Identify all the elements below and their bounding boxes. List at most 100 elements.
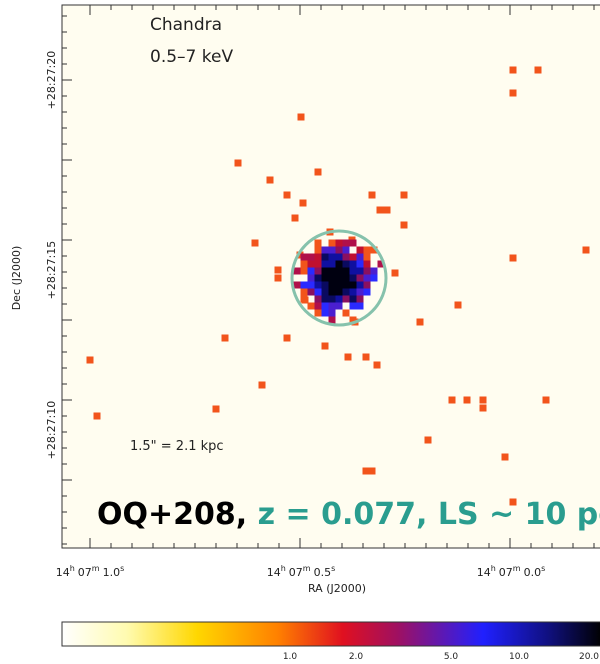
instrument: Chandra — [150, 15, 222, 35]
pixel — [343, 296, 350, 303]
pixel — [322, 247, 329, 254]
pixel — [329, 317, 336, 324]
pixel — [350, 275, 357, 282]
pixel — [315, 247, 322, 254]
pixel — [213, 406, 220, 413]
figure: Chandra 0.5–7 keV 1.5" = 2.1 kpc OQ+208,… — [0, 0, 600, 664]
band: 0.5–7 keV — [150, 47, 233, 67]
pixel — [301, 289, 308, 296]
pixel — [301, 254, 308, 261]
pixel — [284, 192, 291, 199]
pixel — [322, 289, 329, 296]
pixel — [301, 282, 308, 289]
pixel — [301, 268, 308, 275]
pixel — [329, 275, 336, 282]
y-tick-label: +28:27:20 — [45, 51, 58, 110]
page: Chandra 0.5–7 keV 1.5" = 2.1 kpc OQ+208,… — [0, 0, 600, 664]
pixel — [322, 268, 329, 275]
pixel — [329, 289, 336, 296]
pixel — [87, 357, 94, 364]
pixel — [308, 268, 315, 275]
pixel — [357, 282, 364, 289]
pixel — [371, 275, 378, 282]
pixel — [308, 275, 315, 282]
pixel — [329, 282, 336, 289]
colorbar-label: 2.0 — [349, 652, 364, 662]
pixel — [350, 296, 357, 303]
x-tick-part: s — [541, 564, 545, 573]
pixel — [94, 413, 101, 420]
pixel — [301, 261, 308, 268]
pixel — [329, 240, 336, 247]
pixel — [336, 268, 343, 275]
pixel — [308, 254, 315, 261]
x-tick-label: 14h07m1.0s — [56, 564, 125, 579]
pixel — [535, 67, 542, 74]
pixel — [357, 296, 364, 303]
pixel — [329, 261, 336, 268]
pixel — [364, 261, 371, 268]
x-axis-label: RA (J2000) — [308, 582, 366, 595]
x-tick-part: 0.5 — [314, 566, 332, 579]
x-tick-label: 14h07m0.5s — [267, 564, 336, 579]
x-tick-part: m — [92, 564, 100, 573]
pixel — [336, 289, 343, 296]
pixel — [315, 296, 322, 303]
pixel — [315, 261, 322, 268]
pixel — [275, 267, 282, 274]
pixel — [343, 254, 350, 261]
pixel — [364, 254, 371, 261]
pixel — [294, 268, 301, 275]
pixel — [336, 240, 343, 247]
x-tick-part: m — [303, 564, 311, 573]
pixel — [222, 335, 229, 342]
x-tick-part: s — [120, 564, 124, 573]
y-tick-label: +28:27:15 — [45, 241, 58, 300]
x-tick-part: 07 — [499, 566, 513, 579]
pixel — [343, 275, 350, 282]
x-tick-part: h — [70, 564, 75, 573]
pixel — [350, 303, 357, 310]
pixel — [510, 255, 517, 262]
pixel — [371, 268, 378, 275]
scale-note: 1.5" = 2.1 kpc — [130, 439, 224, 454]
pixel — [350, 282, 357, 289]
pixel — [350, 289, 357, 296]
pixel — [357, 247, 364, 254]
x-tick-part: h — [491, 564, 496, 573]
x-tick-part: 14 — [267, 566, 281, 579]
x-tick-part: 14 — [56, 566, 70, 579]
pixel — [329, 310, 336, 317]
pixel — [401, 192, 408, 199]
pixel — [364, 289, 371, 296]
pixel — [322, 310, 329, 317]
pixel — [315, 169, 322, 176]
pixel — [350, 261, 357, 268]
pixel — [357, 303, 364, 310]
source-name: OQ+208, — [97, 497, 247, 532]
pixel — [425, 437, 432, 444]
pixel — [329, 268, 336, 275]
pixel — [336, 282, 343, 289]
pixel — [350, 254, 357, 261]
colorbar-label: 1.0 — [283, 652, 298, 662]
x-tick-label: 14h07m0.0s — [477, 564, 546, 579]
pixel — [357, 254, 364, 261]
x-tick-part: h — [281, 564, 286, 573]
pixel — [300, 200, 307, 207]
pixel — [329, 247, 336, 254]
pixel — [449, 397, 456, 404]
pixel — [315, 303, 322, 310]
pixel — [363, 468, 370, 475]
pixel — [502, 454, 509, 461]
pixel — [308, 289, 315, 296]
colorbar-label: 5.0 — [444, 652, 459, 662]
pixel — [259, 382, 266, 389]
pixel — [322, 343, 329, 350]
pixel — [275, 275, 282, 282]
pixel — [417, 319, 424, 326]
pixel — [267, 177, 274, 184]
pixel — [510, 67, 517, 74]
pixel — [235, 160, 242, 167]
x-tick-part: 07 — [289, 566, 303, 579]
